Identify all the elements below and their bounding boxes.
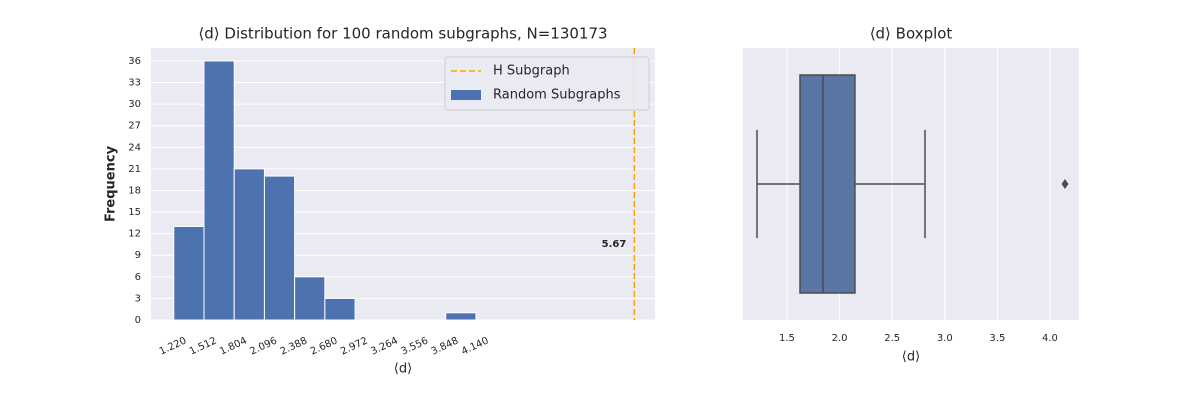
y-tick-label: 6 xyxy=(135,272,141,283)
y-tick-label: 33 xyxy=(128,78,141,89)
y-tick-label: 15 xyxy=(128,207,141,218)
x-tick-label: 3.556 xyxy=(399,335,430,357)
y-tick-label: 18 xyxy=(128,185,141,196)
bar xyxy=(173,225,205,321)
y-tick-label: 21 xyxy=(128,164,141,175)
x-tick-label: 3.848 xyxy=(430,335,461,357)
y-axis-label: Frequency xyxy=(104,145,119,222)
x-tick-label: 4.140 xyxy=(460,335,491,357)
value-annotation: 5.67 xyxy=(602,239,627,250)
legend-box xyxy=(444,56,650,111)
x-tick-label: 2.0 xyxy=(832,333,848,344)
y-tick-label: 9 xyxy=(135,250,141,261)
legend-swatch xyxy=(451,90,481,100)
bar xyxy=(324,297,356,321)
x-axis-label: ⟨d⟩ xyxy=(394,362,412,377)
chart-title: ⟨d⟩ Distribution for 100 random subgraph… xyxy=(198,25,607,43)
x-tick-label: 2.680 xyxy=(309,335,340,357)
box xyxy=(799,74,856,294)
x-tick-label: 2.096 xyxy=(248,335,279,357)
bar xyxy=(203,60,235,321)
x-axis-label: ⟨d⟩ xyxy=(902,350,920,365)
x-tick-label: 3.5 xyxy=(989,333,1005,344)
y-tick-label: 12 xyxy=(128,229,141,240)
x-tick-label: 2.5 xyxy=(884,333,900,344)
chart-title: ⟨d⟩ Boxplot xyxy=(870,25,953,43)
bar xyxy=(233,168,265,321)
y-tick-label: 0 xyxy=(135,315,141,326)
x-tick-label: 4.0 xyxy=(1042,333,1058,344)
legend-label: Random Subgraphs xyxy=(493,88,621,103)
y-tick-label: 24 xyxy=(128,142,141,153)
bar xyxy=(445,312,477,321)
y-tick-label: 3 xyxy=(135,293,141,304)
y-tick-label: 27 xyxy=(128,121,141,132)
x-tick-label: 1.5 xyxy=(779,333,795,344)
bar xyxy=(263,175,296,321)
x-tick-label: 1.512 xyxy=(188,335,219,357)
outlier xyxy=(1061,179,1069,189)
x-tick-label: 1.220 xyxy=(158,335,189,357)
legend-label: H Subgraph xyxy=(493,64,570,79)
x-tick-label: 2.388 xyxy=(279,335,310,357)
x-tick-label: 3.264 xyxy=(369,335,400,357)
y-tick-label: 36 xyxy=(128,56,141,67)
x-tick-label: 3.0 xyxy=(937,333,953,344)
x-tick-label: 2.972 xyxy=(339,335,370,357)
x-tick-label: 1.804 xyxy=(218,335,249,357)
bar xyxy=(294,276,326,321)
y-tick-label: 30 xyxy=(128,99,141,110)
